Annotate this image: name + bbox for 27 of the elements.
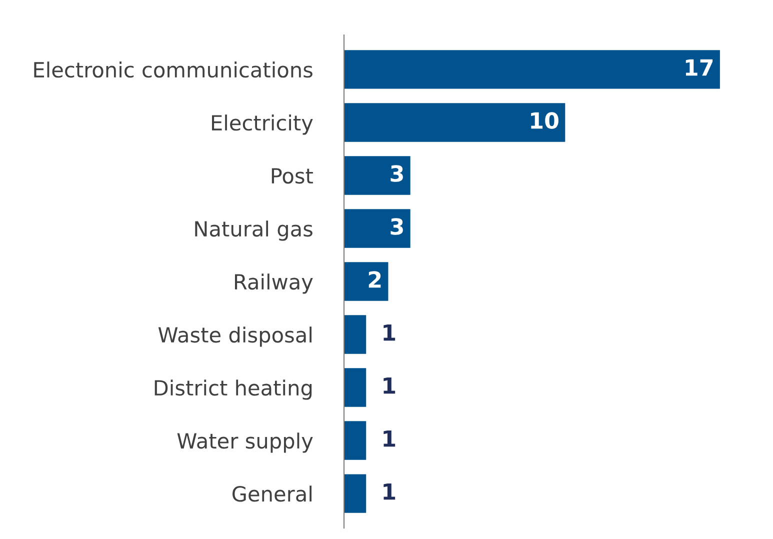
y-tick-label: Post: [272, 168, 313, 184]
y-tick-label: Electricity: [212, 114, 313, 135]
bar: [344, 474, 366, 513]
data-label: 2: [368, 271, 381, 288]
data-label: 3: [390, 165, 403, 182]
data-label: 1: [384, 377, 396, 394]
bar: [344, 368, 366, 407]
y-tick-label: Water supply: [177, 432, 313, 453]
y-tick-label: Natural gas: [195, 220, 312, 241]
bar: [344, 156, 410, 195]
bar: [344, 209, 410, 248]
data-label: 10: [531, 112, 558, 129]
y-tick-label: Electronic communications: [34, 62, 312, 78]
data-label: 1: [384, 430, 396, 447]
bar: [344, 315, 366, 354]
bar: [344, 50, 720, 89]
data-label: 3: [390, 218, 403, 235]
data-label: 1: [384, 324, 396, 341]
data-label: 1: [384, 483, 396, 500]
data-label: 17: [686, 59, 713, 76]
y-tick-label: General: [232, 486, 312, 502]
y-tick-label: Railway: [235, 274, 313, 294]
bar: [344, 262, 388, 301]
bar: [344, 103, 566, 142]
y-tick-label: Waste disposal: [158, 326, 312, 347]
y-tick-label: District heating: [154, 380, 312, 400]
bar: [344, 421, 366, 460]
